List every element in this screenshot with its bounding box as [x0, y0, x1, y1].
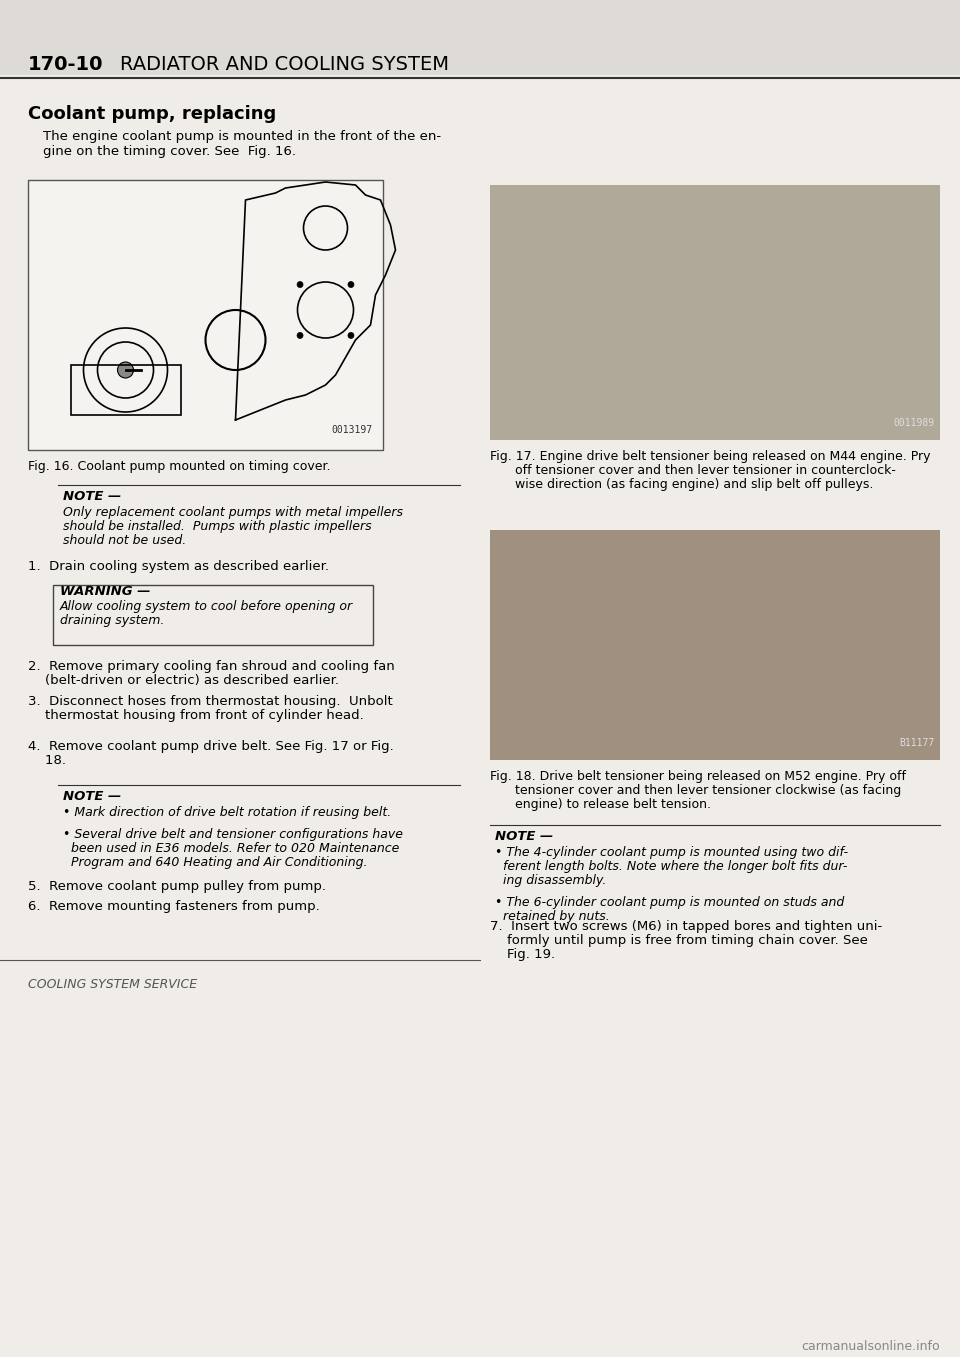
Text: • The 4-cylinder coolant pump is mounted using two dif-: • The 4-cylinder coolant pump is mounted… [495, 845, 848, 859]
Text: Fig. 16. Coolant pump mounted on timing cover.: Fig. 16. Coolant pump mounted on timing … [28, 460, 330, 474]
Text: 0011989: 0011989 [894, 418, 935, 427]
Text: should not be used.: should not be used. [63, 535, 186, 547]
Circle shape [117, 362, 133, 379]
Text: 170-10: 170-10 [28, 56, 104, 75]
Text: 4.  Remove coolant pump drive belt. See Fig. 17 or Fig.: 4. Remove coolant pump drive belt. See F… [28, 740, 394, 753]
Bar [70, 365, 180, 415]
Text: 6.  Remove mounting fasteners from pump.: 6. Remove mounting fasteners from pump. [28, 900, 320, 913]
Text: • Mark direction of drive belt rotation if reusing belt.: • Mark direction of drive belt rotation … [63, 806, 392, 820]
Text: B11177: B11177 [900, 738, 935, 748]
Text: • The 6-cylinder coolant pump is mounted on studs and: • The 6-cylinder coolant pump is mounted… [495, 896, 844, 909]
Text: ferent length bolts. Note where the longer bolt fits dur-: ferent length bolts. Note where the long… [495, 860, 848, 873]
Text: • Several drive belt and tensioner configurations have: • Several drive belt and tensioner confi… [63, 828, 403, 841]
Bar [490, 531, 940, 760]
Text: WARNING —: WARNING — [60, 585, 151, 598]
Text: 5.  Remove coolant pump pulley from pump.: 5. Remove coolant pump pulley from pump. [28, 879, 326, 893]
Text: NOTE —: NOTE — [63, 790, 121, 803]
Text: wise direction (as facing engine) and slip belt off pulleys.: wise direction (as facing engine) and sl… [515, 478, 874, 491]
Text: draining system.: draining system. [60, 613, 164, 627]
Text: Program and 640 Heating and Air Conditioning.: Program and 640 Heating and Air Conditio… [63, 856, 368, 868]
Text: gine on the timing cover. See  Fig. 16.: gine on the timing cover. See Fig. 16. [43, 145, 296, 157]
Bar [0, 0, 960, 75]
Text: 3.  Disconnect hoses from thermostat housing.  Unbolt: 3. Disconnect hoses from thermostat hous… [28, 695, 393, 708]
Text: 2.  Remove primary cooling fan shroud and cooling fan: 2. Remove primary cooling fan shroud and… [28, 660, 395, 673]
Text: off tensioner cover and then lever tensioner in counterclock-: off tensioner cover and then lever tensi… [515, 464, 896, 478]
Text: retained by nuts.: retained by nuts. [495, 911, 610, 923]
Circle shape [297, 281, 303, 288]
Text: (belt-driven or electric) as described earlier.: (belt-driven or electric) as described e… [28, 674, 339, 687]
Bar [53, 585, 373, 645]
Text: COOLING SYSTEM SERVICE: COOLING SYSTEM SERVICE [28, 978, 197, 991]
Text: engine) to release belt tension.: engine) to release belt tension. [515, 798, 711, 811]
Text: been used in E36 models. Refer to 020 Maintenance: been used in E36 models. Refer to 020 Ma… [63, 841, 399, 855]
Text: Fig. 19.: Fig. 19. [490, 949, 555, 961]
Text: The engine coolant pump is mounted in the front of the en-: The engine coolant pump is mounted in th… [43, 130, 442, 142]
Text: Fig. 18. Drive belt tensioner being released on M52 engine. Pry off: Fig. 18. Drive belt tensioner being rele… [490, 769, 906, 783]
Text: formly until pump is free from timing chain cover. See: formly until pump is free from timing ch… [490, 934, 868, 947]
Text: RADIATOR AND COOLING SYSTEM: RADIATOR AND COOLING SYSTEM [120, 56, 449, 75]
Text: should be installed.  Pumps with plastic impellers: should be installed. Pumps with plastic … [63, 520, 372, 533]
Text: NOTE —: NOTE — [63, 490, 121, 503]
Bar [490, 185, 940, 440]
Circle shape [348, 281, 354, 288]
Circle shape [297, 332, 303, 338]
Text: ing disassembly.: ing disassembly. [495, 874, 607, 887]
Text: NOTE —: NOTE — [495, 830, 553, 843]
Text: Allow cooling system to cool before opening or: Allow cooling system to cool before open… [60, 600, 353, 613]
Text: 1.  Drain cooling system as described earlier.: 1. Drain cooling system as described ear… [28, 560, 329, 573]
Text: thermostat housing from front of cylinder head.: thermostat housing from front of cylinde… [28, 708, 364, 722]
Text: 18.: 18. [28, 754, 66, 767]
Text: Only replacement coolant pumps with metal impellers: Only replacement coolant pumps with meta… [63, 506, 403, 518]
Text: 0013197: 0013197 [332, 425, 373, 436]
Text: Coolant pump, replacing: Coolant pump, replacing [28, 104, 276, 123]
Bar [28, 180, 383, 451]
Text: carmanualsonline.info: carmanualsonline.info [802, 1339, 940, 1353]
Circle shape [348, 332, 354, 338]
Text: 7.  Insert two screws (M6) in tapped bores and tighten uni-: 7. Insert two screws (M6) in tapped bore… [490, 920, 882, 934]
Text: Fig. 17. Engine drive belt tensioner being released on M44 engine. Pry: Fig. 17. Engine drive belt tensioner bei… [490, 451, 930, 463]
Text: tensioner cover and then lever tensioner clockwise (as facing: tensioner cover and then lever tensioner… [515, 784, 901, 797]
